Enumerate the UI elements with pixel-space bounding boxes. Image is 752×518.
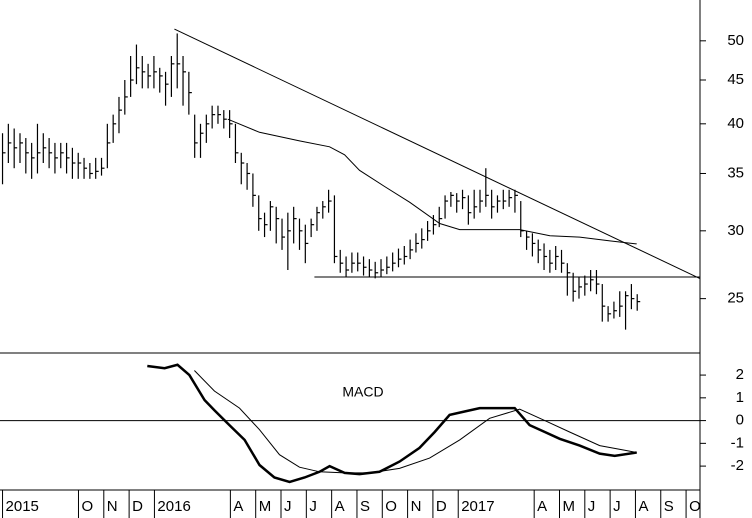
annotation: MACD: [342, 384, 383, 400]
y-tick-label: 35: [727, 164, 744, 181]
y-tick-label: -1: [731, 434, 744, 451]
x-tick-label: J: [613, 498, 621, 515]
y-tick-label: 40: [727, 115, 744, 132]
macd-line: [194, 370, 637, 474]
y-tick-label: 1: [736, 389, 744, 406]
x-tick-label: 2015: [6, 498, 39, 515]
x-tick-label: A: [335, 498, 345, 515]
y-tick-label: 2: [736, 366, 744, 383]
y-tick-label: 25: [727, 290, 744, 307]
x-tick-label: M: [259, 498, 272, 515]
y-tick-label: 30: [727, 222, 744, 239]
x-tick-label: D: [436, 498, 447, 515]
x-tick-label: S: [360, 498, 370, 515]
x-tick-label: N: [107, 498, 118, 515]
x-tick-label: J: [309, 498, 317, 515]
x-tick-label: J: [284, 498, 292, 515]
macd-line: [147, 363, 637, 484]
x-tick-label: O: [689, 498, 701, 515]
x-tick-label: M: [562, 498, 575, 515]
x-tick-label: S: [664, 498, 674, 515]
y-tick-label: 0: [736, 412, 744, 429]
trend-line: [227, 118, 637, 245]
x-tick-label: N: [411, 498, 422, 515]
x-tick-label: 2016: [157, 498, 190, 515]
x-tick-label: J: [588, 498, 596, 515]
x-tick-label: 2017: [461, 498, 494, 515]
y-tick-label: -2: [731, 457, 744, 474]
y-tick-label: 50: [727, 32, 744, 49]
x-tick-label: A: [638, 498, 648, 515]
x-tick-label: O: [385, 498, 397, 515]
x-tick-label: A: [233, 498, 243, 515]
x-tick-label: A: [537, 498, 547, 515]
trend-line: [174, 28, 700, 279]
x-tick-label: O: [81, 498, 93, 515]
x-tick-label: D: [132, 498, 143, 515]
y-tick-label: 45: [727, 71, 744, 88]
